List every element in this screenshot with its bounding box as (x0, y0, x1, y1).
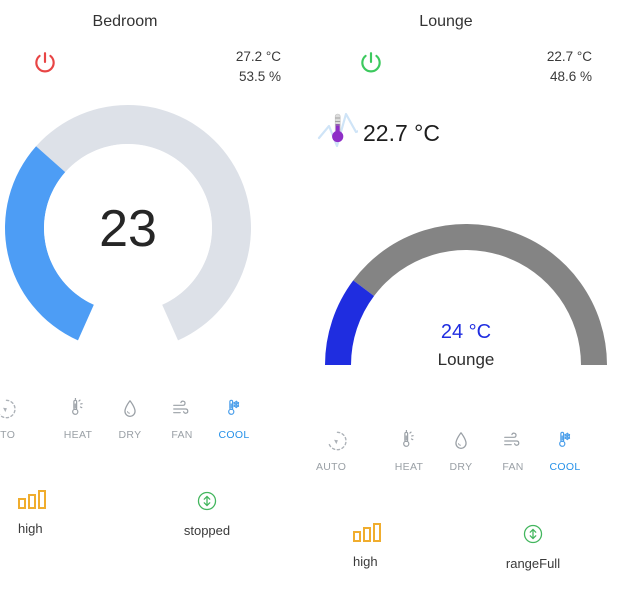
svg-text:24 °C: 24 °C (441, 321, 491, 343)
svg-text:23: 23 (99, 200, 157, 258)
svg-text:Lounge: Lounge (438, 350, 495, 369)
